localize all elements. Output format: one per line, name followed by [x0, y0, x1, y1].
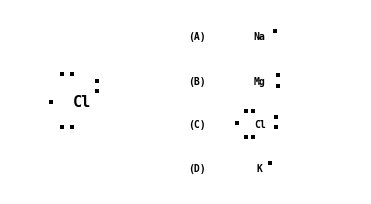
Text: K: K: [257, 163, 263, 173]
Text: (D): (D): [188, 163, 206, 173]
Text: Mg: Mg: [254, 77, 266, 86]
Text: Cl: Cl: [72, 94, 91, 110]
Text: (A): (A): [188, 32, 206, 42]
Text: Na: Na: [254, 32, 266, 42]
Text: (C): (C): [188, 120, 206, 129]
Text: (B): (B): [188, 77, 206, 86]
Text: Cl: Cl: [254, 120, 266, 129]
